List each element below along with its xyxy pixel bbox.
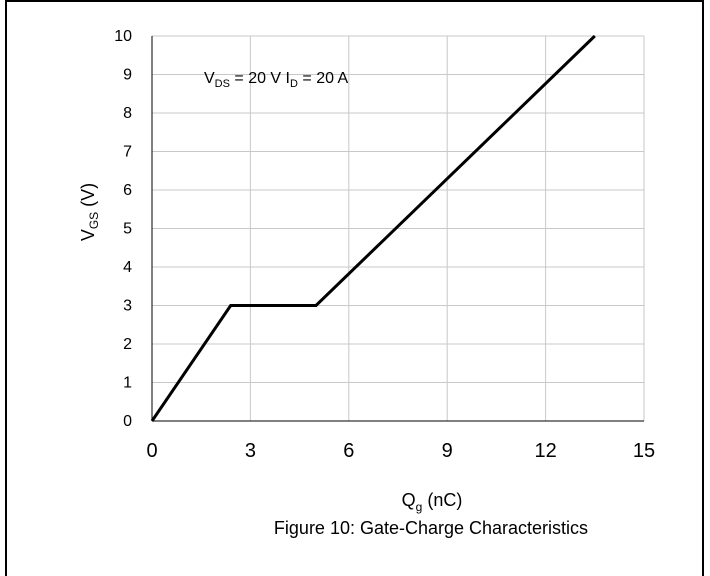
- figure-caption: Figure 10: Gate-Charge Characteristics: [274, 518, 588, 538]
- x-tick-label: 15: [633, 440, 655, 462]
- y-tick-label: 3: [123, 298, 132, 315]
- y-tick-label: 2: [123, 336, 132, 353]
- y-tick-label: 1: [123, 375, 132, 392]
- y-tick-label: 9: [123, 67, 132, 84]
- x-tick-label: 9: [442, 440, 453, 462]
- y-axis-label: VGS (V): [78, 183, 101, 241]
- x-tick-label: 6: [343, 440, 354, 462]
- y-tick-label: 6: [123, 182, 132, 199]
- series-group: [150, 34, 596, 422]
- x-tick-label: 3: [245, 440, 256, 462]
- series-line: [150, 34, 596, 422]
- y-tick-label: 4: [123, 259, 132, 276]
- y-tick-label: 5: [123, 221, 132, 238]
- axes: [151, 36, 644, 422]
- y-tick-label: 7: [123, 144, 132, 161]
- annotation-text: VDS = 20 V ID = 20 A: [204, 70, 349, 90]
- grid: [152, 35, 645, 421]
- x-axis-label: Qg (nC): [402, 490, 463, 514]
- y-tick-label: 0: [123, 413, 132, 430]
- x-tick-label: 0: [146, 440, 157, 462]
- x-tick-label: 12: [534, 440, 556, 462]
- y-tick-label: 8: [123, 105, 132, 122]
- y-tick-label: 10: [114, 28, 132, 45]
